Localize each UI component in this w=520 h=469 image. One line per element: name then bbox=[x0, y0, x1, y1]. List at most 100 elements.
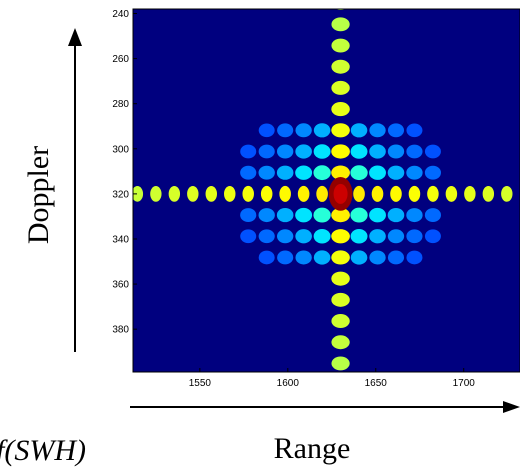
sidelobe-cell bbox=[331, 38, 350, 53]
sidelobe-cell bbox=[350, 207, 368, 223]
sidelobe-cell bbox=[406, 250, 423, 265]
sidelobe-cell bbox=[390, 185, 402, 202]
sidelobe-cell bbox=[406, 208, 423, 223]
sidelobe-cell bbox=[240, 229, 257, 244]
sidelobe-cell bbox=[295, 123, 312, 138]
y-tick-label: 360 bbox=[112, 280, 129, 291]
y-tick-label: 340 bbox=[112, 234, 129, 245]
y-tick-label: 240 bbox=[112, 9, 129, 20]
sidelobe-cell bbox=[316, 185, 328, 202]
y-tick-label: 320 bbox=[112, 189, 129, 200]
y-tick-label: 300 bbox=[112, 144, 129, 155]
sidelobe-cell bbox=[424, 144, 441, 159]
sidelobe-cell bbox=[371, 185, 384, 202]
sidelobe-cell bbox=[331, 271, 350, 286]
sidelobe-cell bbox=[350, 250, 368, 265]
sidelobe-cell bbox=[406, 165, 423, 180]
sidelobe-cell bbox=[242, 185, 254, 202]
sidelobe-cell bbox=[331, 229, 350, 244]
sidelobe-cell bbox=[427, 185, 439, 202]
x-tick-label: 1700 bbox=[453, 378, 476, 389]
sidelobe-cell bbox=[168, 186, 181, 202]
sidelobe-cell bbox=[295, 229, 312, 244]
sidelobe-cell bbox=[277, 123, 294, 138]
sidelobe-cell bbox=[369, 165, 386, 180]
y-tick-label: 260 bbox=[112, 54, 129, 65]
sidelobe-cell bbox=[387, 250, 405, 265]
sidelobe-cell bbox=[331, 335, 350, 350]
sidelobe-cell bbox=[369, 144, 386, 159]
sidelobe-cell bbox=[279, 185, 291, 202]
sidelobe-cell bbox=[295, 144, 312, 159]
sidelobe-cell bbox=[369, 250, 386, 265]
sidelobe-cell bbox=[313, 250, 331, 265]
sidelobe-cell bbox=[387, 207, 405, 223]
sidelobe-cell bbox=[331, 144, 350, 159]
sidelobe-cell bbox=[406, 229, 423, 244]
sidelobe-cell bbox=[224, 185, 236, 202]
sidelobe-cell bbox=[313, 165, 331, 181]
sidelobe-cell bbox=[313, 123, 331, 138]
sidelobe-cell bbox=[406, 123, 423, 138]
sidelobe-cell bbox=[331, 165, 350, 180]
sidelobe-cell bbox=[387, 229, 405, 244]
sidelobe-cell bbox=[258, 144, 275, 159]
sidelobe-cell bbox=[482, 185, 495, 202]
peak-core bbox=[333, 183, 348, 204]
sidelobe-cell bbox=[331, 207, 350, 223]
sidelobe-cell bbox=[331, 356, 350, 371]
sidelobe-cell bbox=[331, 102, 350, 117]
sidelobe-cell bbox=[258, 208, 275, 223]
sidelobe-cell bbox=[240, 144, 257, 159]
sidelobe-cell bbox=[240, 208, 257, 222]
y-axis-label: Doppler bbox=[22, 146, 55, 244]
sidelobe-cell bbox=[406, 144, 423, 159]
sidelobe-cell bbox=[350, 229, 368, 244]
sidelobe-cell bbox=[445, 185, 458, 202]
sidelobe-cell bbox=[350, 165, 368, 181]
sidelobe-cell bbox=[369, 123, 386, 138]
x-tick-label: 1650 bbox=[365, 378, 388, 389]
heatmap-cells bbox=[133, 9, 520, 392]
sidelobe-cell bbox=[331, 17, 350, 32]
sidelobe-cell bbox=[240, 165, 257, 180]
sidelobe-cell bbox=[353, 185, 365, 202]
y-tick-label: 280 bbox=[112, 99, 129, 110]
sidelobe-cell bbox=[331, 123, 350, 138]
sidelobe-cell bbox=[258, 229, 275, 244]
sidelobe-cell bbox=[297, 185, 310, 202]
sidelobe-cell bbox=[277, 250, 294, 265]
sidelobe-cell bbox=[258, 250, 275, 265]
sidelobe-cell bbox=[332, 378, 350, 392]
sidelobe-cell bbox=[331, 250, 350, 265]
sidelobe-cell bbox=[276, 144, 294, 159]
sidelobe-cell bbox=[331, 59, 350, 74]
sidelobe-cell bbox=[350, 123, 368, 138]
sidelobe-cell bbox=[501, 186, 513, 202]
sidelobe-cell bbox=[133, 186, 144, 202]
doppler-arrow-head bbox=[68, 28, 82, 46]
sidelobe-cell bbox=[424, 165, 441, 180]
sidelobe-cell bbox=[276, 229, 294, 244]
sidelobe-cell bbox=[258, 165, 275, 180]
sidelobe-cell bbox=[387, 144, 405, 159]
sidelobe-cell bbox=[258, 123, 275, 138]
x-tick-label: 1600 bbox=[277, 378, 300, 389]
sidelobe-cell bbox=[369, 207, 386, 223]
sidelobe-cell bbox=[260, 185, 273, 202]
x-axis-ticks: 1550 1600 1650 1700 bbox=[189, 368, 476, 389]
sidelobe-cell bbox=[387, 165, 405, 180]
sidelobe-cell bbox=[276, 207, 294, 223]
sidelobe-cell bbox=[295, 250, 312, 265]
sidelobe-cell bbox=[187, 185, 199, 202]
y-tick-label: 380 bbox=[112, 325, 129, 336]
sidelobe-cell bbox=[313, 207, 331, 223]
sidelobe-cell bbox=[313, 229, 331, 244]
x-tick-label: 1550 bbox=[189, 378, 212, 389]
range-arrow-head bbox=[503, 401, 520, 413]
sidelobe-cell bbox=[369, 229, 386, 244]
sidelobe-cell bbox=[408, 185, 421, 202]
sidelobe-cell bbox=[295, 207, 313, 223]
sidelobe-cell bbox=[205, 185, 217, 202]
